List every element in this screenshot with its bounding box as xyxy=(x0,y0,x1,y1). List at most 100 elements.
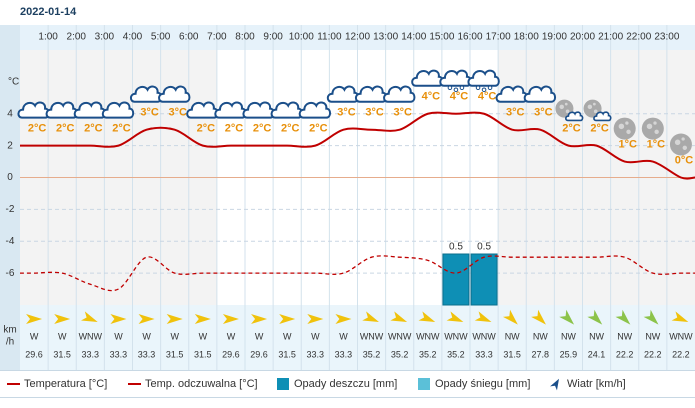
wind-speed: 33.3 xyxy=(307,349,325,359)
weather-icon xyxy=(669,133,692,156)
hour-label: 1:00 xyxy=(38,32,58,43)
wind-arrow xyxy=(81,311,98,323)
wind-speed: 31.5 xyxy=(166,349,184,359)
legend-label: Temperatura [°C] xyxy=(24,378,107,390)
snowflake xyxy=(487,85,493,91)
wind-speed: 29.6 xyxy=(25,349,43,359)
hour-label: 6:00 xyxy=(179,32,199,43)
precip-label: 0.5 xyxy=(449,242,463,253)
temperature-label: 0°C xyxy=(675,154,694,166)
weather-icon xyxy=(101,101,135,119)
wind-arrow xyxy=(643,309,659,325)
snowflake xyxy=(475,85,481,91)
axis-band xyxy=(0,25,20,370)
wind-direction: W xyxy=(58,331,67,341)
precip-bar xyxy=(442,253,470,306)
crater xyxy=(593,109,598,114)
wind-speed: 31.5 xyxy=(194,349,212,359)
wind-direction: W xyxy=(114,331,123,341)
y-tick-label: -6 xyxy=(6,268,15,279)
snowflake xyxy=(459,85,465,91)
wind-direction: NW xyxy=(505,331,520,341)
hour-label: 23:00 xyxy=(654,32,679,43)
wind-direction: W xyxy=(170,331,179,341)
legend-swatch xyxy=(277,378,289,390)
hour-label: 21:00 xyxy=(598,32,623,43)
wind-arrow xyxy=(138,314,155,324)
temperature-label: 2°C xyxy=(84,123,103,135)
wind-arrow xyxy=(54,314,71,324)
wind-speed: 33.3 xyxy=(335,349,353,359)
wind-arrow xyxy=(446,311,464,323)
temperature-label: 3°C xyxy=(365,107,384,119)
wind-direction: NW xyxy=(561,331,576,341)
hour-label: 5:00 xyxy=(151,32,171,43)
wind-direction: NW xyxy=(589,331,604,341)
temperature-label: 2°C xyxy=(253,123,272,135)
temperature-label: 4°C xyxy=(422,91,441,103)
wind-speed: 31.5 xyxy=(278,349,296,359)
wind-speed: 27.8 xyxy=(532,349,550,359)
legend-label: Opady śniegu [mm] xyxy=(435,378,530,390)
wind-speed: 25.9 xyxy=(560,349,578,359)
weather-icon xyxy=(641,117,664,140)
feels-like-line xyxy=(19,255,695,292)
wind-speed: 33.3 xyxy=(475,349,493,359)
snowflake xyxy=(453,87,459,93)
precip-bar xyxy=(470,253,498,306)
wind-speed: 22.2 xyxy=(644,349,662,359)
wind-arrow xyxy=(110,314,127,324)
wind-arrow xyxy=(390,311,408,323)
wind-arrow xyxy=(418,311,436,323)
wind-direction: WNW xyxy=(388,331,412,341)
wind-speed: 29.6 xyxy=(250,349,268,359)
wind-speed: 35.2 xyxy=(419,349,437,359)
crater xyxy=(593,102,596,106)
wind-speed: 29.6 xyxy=(222,349,240,359)
wind-direction: NW xyxy=(533,331,548,341)
temperature-label: 4°C xyxy=(478,91,497,103)
wind-arrow xyxy=(559,309,575,325)
crater xyxy=(654,129,659,135)
hour-label: 7:00 xyxy=(207,32,227,43)
cloud xyxy=(383,85,416,103)
temperature-label: 1°C xyxy=(647,138,666,150)
temperature-label: 2°C xyxy=(225,123,244,135)
wind-arrow xyxy=(26,314,43,324)
wind-unit: km xyxy=(3,325,16,336)
wind-direction: W xyxy=(311,331,320,341)
temperature-label: 3°C xyxy=(534,107,553,119)
wind-direction: W xyxy=(283,331,292,341)
wind-speed: 33.3 xyxy=(138,349,156,359)
wind-direction: W xyxy=(255,331,264,341)
hour-label: 15:00 xyxy=(429,32,454,43)
precip-label: 0.5 xyxy=(477,242,491,253)
hour-row xyxy=(0,25,695,50)
wind-arrow xyxy=(222,314,239,324)
crater xyxy=(564,102,568,106)
hour-label: 3:00 xyxy=(95,32,115,43)
wind-direction: WNW xyxy=(444,331,468,341)
temperature-label: 2°C xyxy=(28,123,47,135)
legend-label: Wiatr [km/h] xyxy=(567,378,626,390)
temperature-label: 3°C xyxy=(393,107,412,119)
crater xyxy=(625,121,629,125)
moon xyxy=(613,117,636,140)
wind-arrow xyxy=(251,314,268,324)
temperature-label: 1°C xyxy=(618,138,637,150)
temperature-label: 3°C xyxy=(337,107,356,119)
temperature-label: 4°C xyxy=(450,91,469,103)
temperature-label: 2°C xyxy=(590,123,609,135)
temperature-label: 2°C xyxy=(562,123,581,135)
temperature-label: 2°C xyxy=(281,123,300,135)
cloud xyxy=(523,85,557,103)
moon xyxy=(669,133,692,156)
wind-speed: 24.1 xyxy=(588,349,606,359)
moon xyxy=(641,117,664,140)
wind-direction: WNW xyxy=(669,331,693,341)
legend-label: Temp. odczuwalna [°C] xyxy=(145,378,258,390)
temperature-label: 2°C xyxy=(197,123,216,135)
wind-arrow xyxy=(307,314,324,324)
weather-icon xyxy=(523,85,557,103)
